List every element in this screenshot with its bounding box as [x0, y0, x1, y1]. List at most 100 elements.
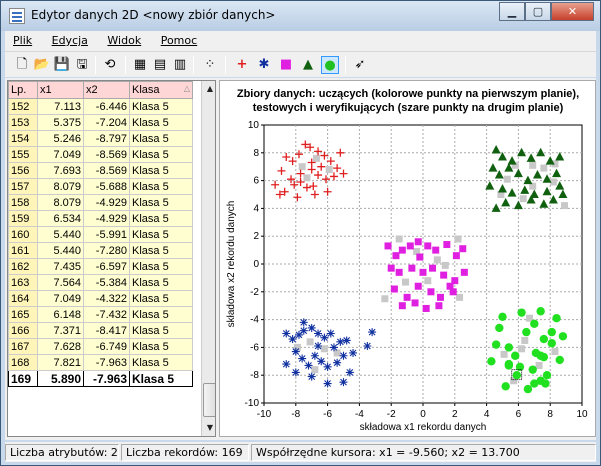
cell-x2[interactable]: -6.749 [83, 338, 130, 355]
table-scrollbar[interactable]: ▲ ▼ [201, 81, 215, 436]
cell-x1[interactable]: 5.440 [37, 242, 84, 259]
cell-x2[interactable]: -5.991 [83, 226, 130, 243]
cell-x1[interactable]: 8.079 [37, 194, 84, 211]
cell-x1[interactable]: 8.079 [37, 178, 84, 195]
cell-x1[interactable]: 5.890 [37, 370, 84, 387]
cell-x1[interactable]: 6.534 [37, 210, 84, 227]
scroll-down-icon[interactable]: ▼ [206, 423, 214, 432]
cell-x1[interactable]: 7.435 [37, 258, 84, 275]
table-row[interactable]: 160 5.440 -5.991 Klasa 5 [8, 226, 193, 243]
table-row[interactable]: 157 8.079 -5.688 Klasa 5 [8, 178, 193, 195]
menu-pomoc[interactable]: Pomoc [160, 34, 198, 47]
cell-lp[interactable]: 169 [8, 370, 38, 387]
cell-x1[interactable]: 5.440 [37, 226, 84, 243]
random-points-icon[interactable]: ⁘ [204, 57, 216, 72]
close-button[interactable]: ✕ [551, 2, 594, 21]
cell-lp[interactable]: 159 [8, 210, 38, 227]
table-row[interactable]: 166 7.371 -8.417 Klasa 5 [8, 322, 193, 339]
cell-x1[interactable]: 7.049 [37, 290, 84, 307]
cell-klasa[interactable]: Klasa 5 [129, 130, 193, 147]
menu-plik[interactable]: Plik [13, 34, 33, 47]
cell-x1[interactable]: 5.375 [37, 114, 84, 131]
cell-x2[interactable]: -4.322 [83, 290, 130, 307]
cell-x1[interactable]: 7.693 [37, 162, 84, 179]
cell-lp[interactable]: 156 [8, 162, 38, 179]
open-file-icon[interactable]: 📂 [33, 57, 51, 72]
cell-lp[interactable]: 158 [8, 194, 38, 211]
data-grid-icon[interactable]: ▤ [153, 57, 167, 72]
class2-star-icon[interactable]: ✱ [258, 57, 270, 72]
cell-x2[interactable]: -7.204 [83, 114, 130, 131]
cell-lp[interactable]: 162 [8, 258, 38, 275]
table-row[interactable]: 155 7.049 -8.569 Klasa 5 [8, 146, 193, 163]
cell-klasa[interactable]: Klasa 5 [129, 162, 193, 179]
new-file-icon[interactable]: 🗋 [16, 57, 28, 72]
cell-x2[interactable]: -7.963 [83, 354, 130, 371]
cell-x1[interactable]: 7.821 [37, 354, 84, 371]
cell-lp[interactable]: 157 [8, 178, 38, 195]
pointer-icon[interactable]: ➶ [354, 57, 366, 72]
cell-x1[interactable]: 6.148 [37, 306, 84, 323]
class5-circle-icon[interactable]: ● [321, 56, 339, 74]
cell-lp[interactable]: 154 [8, 130, 38, 147]
cell-x2[interactable]: -7.280 [83, 242, 130, 259]
cell-lp[interactable]: 160 [8, 226, 38, 243]
cell-x1[interactable]: 7.371 [37, 322, 84, 339]
header-x1[interactable]: x1 [37, 81, 84, 99]
cell-x1[interactable]: 7.049 [37, 146, 84, 163]
cell-x2[interactable]: -8.569 [83, 162, 130, 179]
menu-edycja[interactable]: Edycja [51, 34, 88, 47]
class1-plus-icon[interactable]: + [236, 57, 248, 72]
cell-klasa[interactable]: Klasa 5 [129, 114, 193, 131]
cell-klasa[interactable]: Klasa 5 [129, 226, 193, 243]
header-klasa[interactable]: Klasa △ [129, 81, 193, 99]
cell-lp[interactable]: 155 [8, 146, 38, 163]
header-lp[interactable]: Lp. [8, 81, 38, 99]
table-icon[interactable]: ▥ [173, 57, 187, 72]
cell-lp[interactable]: 153 [8, 114, 38, 131]
table-row[interactable]: 168 7.821 -7.963 Klasa 5 [8, 354, 193, 371]
cell-klasa[interactable]: Klasa 5 [129, 194, 193, 211]
cell-lp[interactable]: 168 [8, 354, 38, 371]
cell-klasa[interactable]: Klasa 5 [129, 274, 193, 291]
cell-klasa[interactable]: Klasa 5 [129, 242, 193, 259]
class3-square-icon[interactable]: ■ [279, 57, 293, 72]
cell-klasa[interactable]: Klasa 5 [129, 306, 193, 323]
cell-lp[interactable]: 152 [8, 98, 38, 115]
cell-lp[interactable]: 166 [8, 322, 38, 339]
cell-x2[interactable]: -5.384 [83, 274, 130, 291]
cell-x2[interactable]: -8.417 [83, 322, 130, 339]
save-file-icon[interactable]: 💾 [53, 57, 71, 72]
table-row[interactable]: 164 7.049 -4.322 Klasa 5 [8, 290, 193, 307]
table-row[interactable]: 161 5.440 -7.280 Klasa 5 [8, 242, 193, 259]
cell-klasa[interactable]: Klasa 5 [129, 178, 193, 195]
cell-x2[interactable]: -8.569 [83, 146, 130, 163]
cell-x2[interactable]: -4.929 [83, 194, 130, 211]
table-row[interactable]: 162 7.435 -6.597 Klasa 5 [8, 258, 193, 275]
table-row[interactable]: 156 7.693 -8.569 Klasa 5 [8, 162, 193, 179]
refresh-icon[interactable]: ⟲ [104, 57, 116, 72]
cell-x2[interactable]: -4.929 [83, 210, 130, 227]
cell-x2[interactable]: -6.597 [83, 258, 130, 275]
table-row[interactable]: 152 7.113 -6.446 Klasa 5 [8, 98, 193, 115]
cell-klasa[interactable]: Klasa 5 [129, 370, 193, 387]
cell-klasa[interactable]: Klasa 5 [129, 338, 193, 355]
cell-lp[interactable]: 165 [8, 306, 38, 323]
table-row[interactable]: 163 7.564 -5.384 Klasa 5 [8, 274, 193, 291]
minimize-button[interactable]: ▁ [499, 2, 525, 21]
cell-lp[interactable]: 167 [8, 338, 38, 355]
cell-x1[interactable]: 7.564 [37, 274, 84, 291]
menu-widok[interactable]: Widok [107, 34, 142, 47]
cell-klasa[interactable]: Klasa 5 [129, 354, 193, 371]
cell-x1[interactable]: 7.113 [37, 98, 84, 115]
cell-lp[interactable]: 161 [8, 242, 38, 259]
cell-x2[interactable]: -5.688 [83, 178, 130, 195]
cell-lp[interactable]: 163 [8, 274, 38, 291]
cell-klasa[interactable]: Klasa 5 [129, 322, 193, 339]
table-row[interactable]: 167 7.628 -6.749 Klasa 5 [8, 338, 193, 355]
table-row[interactable]: 153 5.375 -7.204 Klasa 5 [8, 114, 193, 131]
cell-klasa[interactable]: Klasa 5 [129, 258, 193, 275]
table-row[interactable]: 158 8.079 -4.929 Klasa 5 [8, 194, 193, 211]
cell-klasa[interactable]: Klasa 5 [129, 98, 193, 115]
table-row[interactable]: 159 6.534 -4.929 Klasa 5 [8, 210, 193, 227]
